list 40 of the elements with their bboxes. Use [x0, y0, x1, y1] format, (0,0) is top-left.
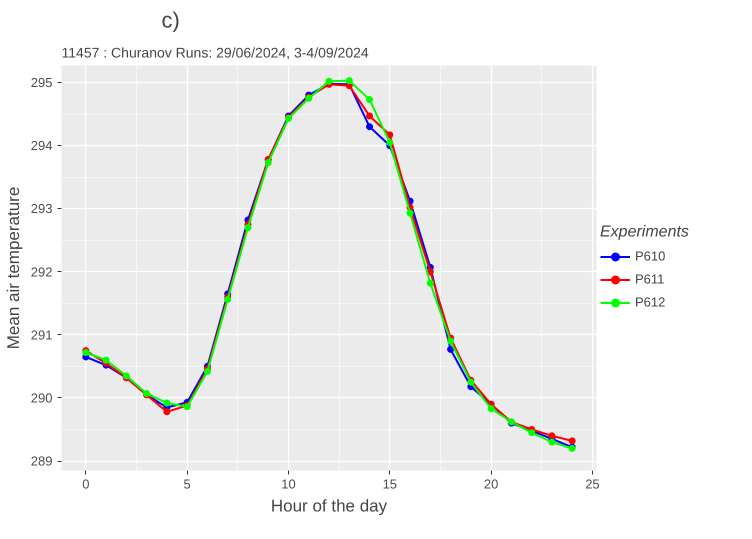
point: [366, 96, 374, 104]
point: [366, 123, 374, 130]
point: [163, 408, 170, 416]
point: [264, 159, 272, 166]
y-tick-label: 290: [30, 390, 53, 406]
y-tick-label: 292: [30, 264, 53, 280]
y-tick-label: 294: [30, 138, 53, 154]
point: [568, 437, 576, 444]
legend-label: P610: [635, 248, 666, 264]
point: [447, 338, 454, 345]
point: [366, 112, 374, 120]
x-tick-label: 25: [585, 476, 600, 492]
legend-label: P611: [635, 272, 664, 286]
y-tick-label: 289: [30, 454, 53, 469]
legend-label: P612: [635, 294, 666, 310]
point: [406, 210, 414, 217]
y-tick-label: 291: [30, 327, 53, 342]
point: [488, 405, 495, 412]
x-tick-label: 5: [184, 476, 191, 492]
legend-title: Experiments: [600, 223, 689, 241]
point: [204, 368, 211, 375]
x-tick-label: 10: [281, 476, 296, 492]
point: [346, 77, 353, 84]
y-tick-label: 295: [30, 75, 53, 90]
chart-title: c): [162, 8, 180, 32]
point: [244, 224, 252, 232]
point: [326, 78, 332, 85]
point: [224, 296, 232, 304]
point: [102, 356, 110, 364]
y-tick-label: 293: [30, 201, 53, 216]
point: [163, 400, 170, 406]
point: [447, 346, 454, 353]
point: [426, 280, 434, 287]
chart-subtitle: 11457 : Churanov Runs: 29/06/2024, 3-4/09/2024: [62, 44, 369, 60]
x-tick-label: 15: [382, 476, 398, 492]
x-tick-label: 20: [484, 476, 498, 492]
x-axis-title: Hour of the day: [270, 496, 388, 516]
y-axis-title: Mean air temperature: [4, 186, 23, 350]
point: [386, 138, 394, 146]
x-tick-label: 0: [82, 476, 90, 492]
